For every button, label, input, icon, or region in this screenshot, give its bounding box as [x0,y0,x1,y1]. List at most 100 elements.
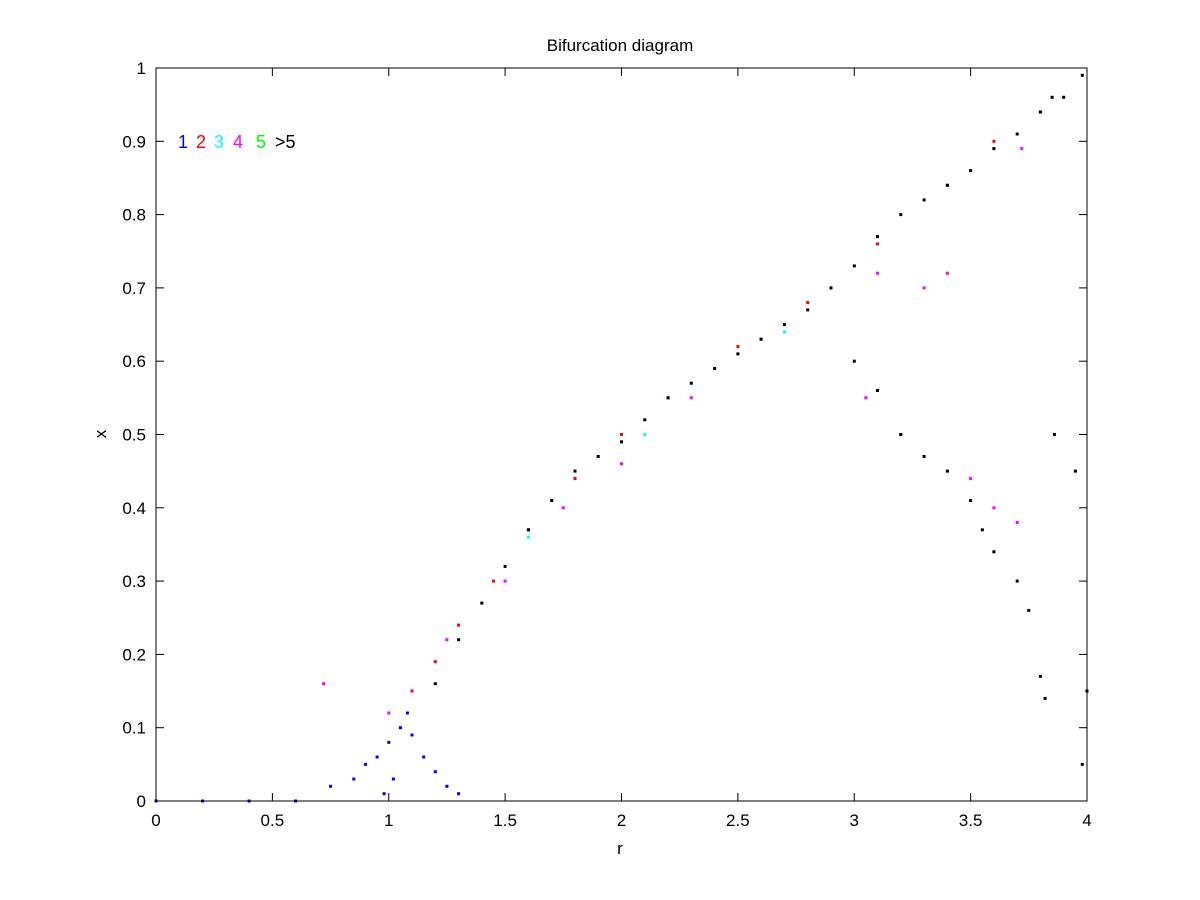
data-point [1062,95,1066,99]
data-point [876,242,879,246]
data-point [1080,762,1084,766]
data-point [620,433,623,436]
data-points [154,73,1089,803]
data-point [864,396,868,400]
legend-item: 2 [196,132,206,152]
data-point [829,286,833,290]
x-tick-label: 2 [617,811,626,830]
data-point [457,623,461,627]
data-point [503,564,507,568]
data-point [329,784,333,788]
data-point [852,264,856,268]
data-point [1015,579,1019,583]
data-point [410,689,414,693]
data-point [1073,469,1077,473]
y-tick-label: 0.2 [122,645,146,664]
data-point [391,777,395,781]
data-point [992,139,996,143]
data-point [433,660,437,664]
data-point [922,198,926,202]
data-point [992,147,996,151]
data-point [969,477,973,480]
data-point [457,638,461,642]
y-tick-label: 0 [137,792,146,811]
legend-item: 5 [256,132,266,152]
data-point [492,579,495,583]
data-point [445,784,449,788]
y-tick-label: 0.5 [122,426,146,445]
data-point [945,469,949,473]
data-point [759,337,763,341]
data-point [876,235,879,239]
y-tick-label: 0.7 [122,279,146,298]
legend-item: 3 [214,132,224,152]
data-point [736,352,740,356]
data-point [806,308,810,312]
data-point [1080,73,1084,77]
data-point [526,528,530,532]
data-point [398,726,402,730]
y-tick-label: 0.8 [122,206,146,225]
data-point [922,455,926,458]
data-point [573,477,577,480]
x-tick-label: 4 [1082,811,1091,830]
x-tick-label: 1 [384,811,393,830]
data-point [1038,674,1042,678]
chart-title: Bifurcation diagram [547,36,693,55]
data-point [352,777,356,781]
data-point [1052,433,1056,436]
data-point [387,740,391,744]
data-point [433,770,437,774]
data-point [410,733,414,737]
data-point [689,396,693,400]
data-point [561,506,565,510]
data-point [899,433,903,436]
data-point [620,440,623,444]
data-point [457,792,461,796]
data-point [1027,608,1031,612]
data-point [375,755,379,759]
data-point [322,682,326,686]
y-tick-label: 1 [137,59,146,78]
y-axis-label: x [91,429,110,438]
data-point [620,462,623,466]
data-point [387,711,391,715]
data-point [992,506,996,510]
data-point [596,455,600,458]
data-point [876,271,879,275]
y-tick-label: 0.3 [122,572,146,591]
data-point [969,499,973,502]
x-tick-label: 0.5 [261,811,285,830]
y-tick-label: 0.9 [122,132,146,151]
data-point [643,418,647,422]
data-point [782,323,786,327]
data-point [1043,696,1047,700]
data-point [713,367,717,370]
y-tick-label: 0.4 [122,499,146,518]
axes: 0 0.5 1 1.5 2 2.5 3 3.5 4 0 0.1 0.2 0.3 0.4 0.5 0.6 0.7 0… [122,59,1091,830]
data-point [945,271,949,275]
data-point [922,286,926,290]
data-point [1015,521,1019,524]
x-tick-label: 1.5 [493,811,517,830]
data-point [1015,132,1019,136]
data-point [945,183,949,187]
x-axis-label: r [617,839,623,858]
data-point [433,682,437,686]
data-point [992,550,996,554]
data-point [1050,95,1054,99]
data-point [689,381,693,385]
data-point [969,169,973,173]
data-point [573,469,577,473]
data-point [876,389,879,392]
data-point [364,762,367,766]
legend-item: >5 [275,132,296,152]
data-point [503,579,507,583]
x-tick-label: 3.5 [959,811,983,830]
data-point [526,535,530,539]
data-point [480,601,484,605]
data-point [736,345,740,348]
data-point [382,792,386,796]
x-tick-label: 3 [850,811,859,830]
